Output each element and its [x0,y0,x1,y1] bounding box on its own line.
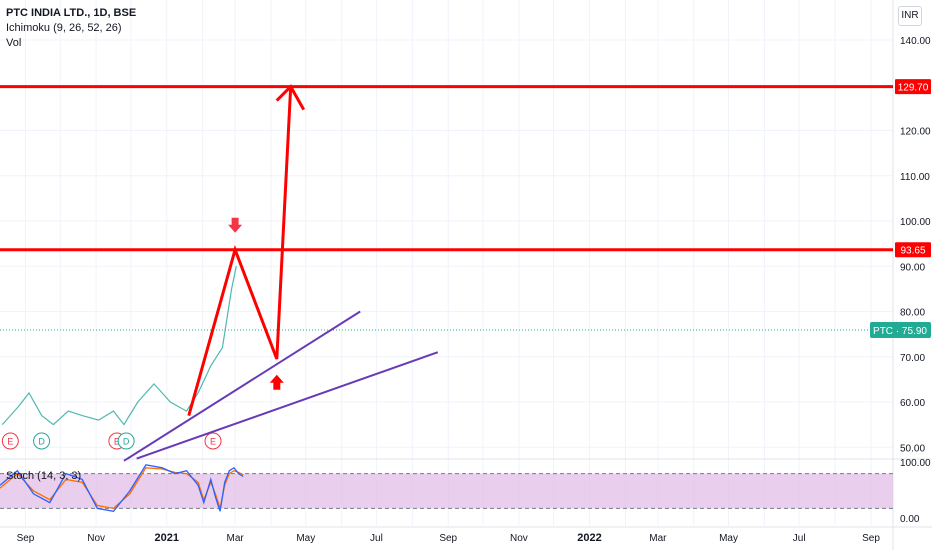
event-marker-label: E [7,437,13,447]
time-tick-label: May [296,533,315,544]
time-tick-label: May [719,533,738,544]
time-tick-label: Nov [510,533,528,544]
currency-button[interactable]: INR [898,6,922,26]
event-marker [204,432,222,450]
time-tick-label: Sep [17,533,35,544]
event-marker-label: D [38,437,45,447]
event-marker-label: E [114,437,120,447]
time-tick-label: 2022 [577,532,601,544]
event-marker-label: E [210,437,216,447]
last-price-tag [870,322,931,339]
price-tick-label: 90.00 [900,262,925,273]
time-tick-label: 2021 [155,532,179,544]
ichimoku-indicator-label[interactable]: Ichimoku (9, 26, 52, 26) [6,22,122,34]
stochastic-k-line [0,464,244,513]
price-tick-label: 70.00 [900,353,925,364]
event-marker [33,432,51,450]
price-series-line [1,266,237,426]
event-marker [117,432,135,450]
level-price-tag-label: 129.70 [898,83,929,94]
time-tick-label: Mar [649,533,667,544]
stochastic-tick-label: 0.00 [900,514,920,525]
time-tick-label: Mar [227,533,245,544]
stochastic-d-line [0,467,244,511]
price-tick-label: 60.00 [900,398,925,409]
trend-line [123,310,361,462]
level-price-tag [895,242,931,258]
event-marker-label: D [123,437,130,447]
time-tick-label: Nov [87,533,105,544]
price-tick-label: 110.00 [900,172,930,183]
stochastic-band [0,473,893,509]
price-tick-label: 100.00 [900,217,931,228]
time-tick-label: Sep [862,533,880,544]
level-price-tag-label: 93.65 [900,246,925,257]
price-tick-label: 120.00 [900,127,931,138]
trend-line [136,351,439,460]
symbol-title[interactable]: PTC INDIA LTD., 1D, BSE [6,7,137,19]
stochastic-legend[interactable]: Stoch (14, 3, 3) [6,470,82,482]
volume-indicator-label[interactable]: Vol [6,37,22,49]
chart-legend: PTC INDIA LTD., 1D, BSE Ichimoku (9, 26,… [6,6,136,51]
arrow-down-marker [228,217,243,233]
event-marker [1,432,19,450]
stochastic-tick-label: 100.00 [900,458,931,469]
time-tick-label: Jul [793,533,806,544]
projection-path [187,86,293,417]
projection-arrow-head [275,84,306,111]
arrow-up-marker [269,374,284,390]
time-tick-label: Sep [439,533,457,544]
last-price-tag-label: PTC · 75.90 [873,326,927,337]
level-price-tag [895,79,931,95]
time-tick-label: Jul [370,533,383,544]
price-tick-label: 50.00 [900,443,925,454]
price-tick-label: 140.00 [900,36,931,47]
price-tick-label: 80.00 [900,308,925,319]
